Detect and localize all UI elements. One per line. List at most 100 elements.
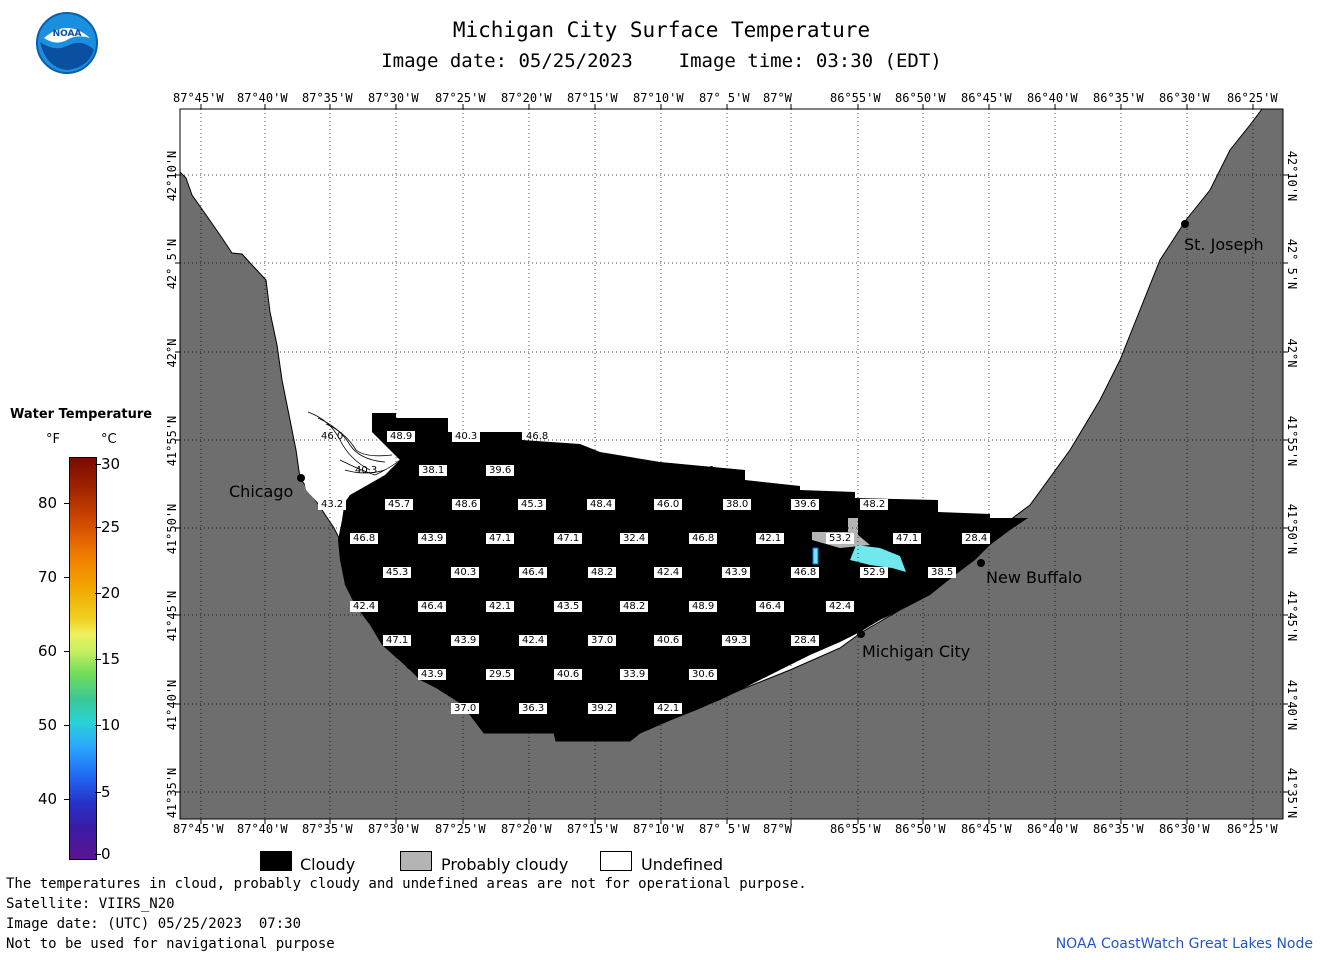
- lon-label-top: 87°15'W: [567, 91, 618, 105]
- temperature-value: 45.7: [385, 499, 414, 510]
- lon-label-bottom: 87° 5'W: [699, 822, 750, 836]
- fahrenheit-tick: 40: [38, 790, 58, 808]
- temperature-value: 37.0: [451, 703, 480, 714]
- temperature-value: 36.3: [519, 703, 548, 714]
- temperature-value: 42.4: [519, 635, 548, 646]
- temperature-value: 42.1: [486, 601, 515, 612]
- temperature-value: 49.3: [722, 635, 751, 646]
- michigan-city-marker: [857, 630, 865, 638]
- celsius-tick: 25: [101, 518, 121, 536]
- temperature-value: 39.2: [588, 703, 617, 714]
- lat-label-left: 41°50'N: [165, 503, 179, 555]
- image-time: Image time: 03:30 (EDT): [678, 50, 942, 72]
- lat-label-left: 41°35'N: [165, 767, 179, 819]
- tick-mark: [95, 854, 101, 855]
- temperature-value: 48.2: [620, 601, 649, 612]
- lon-label-bottom: 87°20'W: [501, 822, 552, 836]
- lat-label-left: 41°40'N: [165, 679, 179, 731]
- satellite-text: Satellite: VIIRS_N20: [6, 896, 175, 912]
- temperature-value: 40.3: [451, 567, 480, 578]
- lon-label-bottom: 86°25'W: [1227, 822, 1278, 836]
- new-buffalo-marker: [977, 559, 985, 567]
- lon-label-top: 87°35'W: [302, 91, 353, 105]
- lat-label-right: 41°50'N: [1285, 503, 1299, 555]
- temperature-value: 38.1: [693, 465, 716, 476]
- unit-celsius: °C: [101, 432, 117, 447]
- lon-label-top: 86°25'W: [1227, 91, 1278, 105]
- temperature-value: 46.4: [756, 601, 785, 612]
- celsius-tick: 5: [101, 783, 111, 801]
- temperature-value: 43.9: [418, 669, 447, 680]
- chicago-marker: [297, 474, 305, 482]
- tick-mark: [95, 659, 101, 660]
- temperature-value: 46.8: [689, 533, 718, 544]
- page-title: Michigan City Surface Temperature: [452, 18, 871, 42]
- temperature-value: 46.8: [350, 533, 379, 544]
- temperature-value: 48.4: [587, 499, 616, 510]
- fahrenheit-tick: 60: [38, 642, 58, 660]
- fahrenheit-tick: 50: [38, 716, 58, 734]
- lon-label-top: 87°40'W: [237, 91, 288, 105]
- temperature-value: 30.6: [689, 669, 718, 680]
- lon-label-bottom: 87°40'W: [237, 822, 288, 836]
- temperature-value: 40.6: [654, 635, 683, 646]
- temperature-value: 46.0: [321, 431, 344, 442]
- temperature-value: 32.4: [620, 533, 649, 544]
- lon-label-top: 87°W: [763, 91, 792, 105]
- city-label-chicago: Chicago: [229, 482, 294, 501]
- temperature-value: 28.4: [791, 635, 820, 646]
- lon-label-top: 86°30'W: [1159, 91, 1210, 105]
- probably-cloudy-label: Probably cloudy: [441, 855, 569, 874]
- tick-mark: [95, 593, 101, 594]
- lon-label-top: 86°40'W: [1027, 91, 1078, 105]
- unit-fahrenheit: °F: [46, 432, 60, 447]
- temperature-value: 47.1: [383, 635, 412, 646]
- lon-label-bottom: 87°45'W: [173, 822, 224, 836]
- lon-label-bottom: 87°10'W: [633, 822, 684, 836]
- lat-label-right: 41°45'N: [1285, 590, 1299, 642]
- lon-label-bottom: 86°30'W: [1159, 822, 1210, 836]
- credit-text: NOAA CoastWatch Great Lakes Node: [1055, 936, 1313, 952]
- celsius-tick: 0: [101, 845, 111, 863]
- lon-label-bottom: 86°40'W: [1027, 822, 1078, 836]
- tick-mark: [64, 651, 70, 652]
- lat-label-right: 42° 5'N: [1285, 238, 1299, 290]
- lon-label-top: 87°20'W: [501, 91, 552, 105]
- fahrenheit-tick: 80: [38, 494, 58, 512]
- lon-label-bottom: 86°45'W: [961, 822, 1012, 836]
- temperature-value: 47.1: [554, 533, 583, 544]
- disclaimer-text: The temperatures in cloud, probably clou…: [6, 876, 807, 892]
- lon-label-bottom: 87°35'W: [302, 822, 353, 836]
- tick-mark: [64, 799, 70, 800]
- temperature-value: 45.3: [518, 499, 547, 510]
- temperature-value: 48.9: [387, 431, 416, 442]
- temperature-value: 47.1: [893, 533, 922, 544]
- lon-label-top: 87°25'W: [435, 91, 486, 105]
- temperature-value: 42.4: [654, 567, 683, 578]
- lon-label-top: 86°35'W: [1093, 91, 1144, 105]
- temperature-value: 46.8: [526, 431, 549, 442]
- lon-label-bottom: 87°30'W: [368, 822, 419, 836]
- temperature-value: 46.8: [791, 567, 820, 578]
- lon-label-bottom: 87°W: [763, 822, 792, 836]
- temperature-value: 40.3: [355, 465, 378, 476]
- temperature-value: 42.4: [350, 601, 379, 612]
- celsius-tick: 15: [101, 650, 121, 668]
- temperature-value: 48.6: [452, 499, 481, 510]
- noaa-logo: NOAA: [36, 12, 98, 74]
- undefined-swatch: [600, 851, 632, 871]
- temperature-value: 42.1: [654, 703, 683, 714]
- tick-mark: [64, 503, 70, 504]
- color-scale-bar: [69, 457, 97, 860]
- utc-date-text: Image date: (UTC) 05/25/2023 07:30: [6, 916, 302, 932]
- temperature-value: 40.6: [554, 669, 583, 680]
- city-label-new-buffalo: New Buffalo: [986, 568, 1083, 587]
- lat-label-left: 41°55'N: [165, 415, 179, 467]
- tick-mark: [64, 725, 70, 726]
- cloudy-label: Cloudy: [300, 855, 356, 874]
- lon-label-top: 87°30'W: [368, 91, 419, 105]
- temperature-value: 29.5: [486, 669, 515, 680]
- lat-label-right: 41°55'N: [1285, 415, 1299, 467]
- tick-mark: [95, 725, 101, 726]
- temperature-value: 43.9: [418, 533, 447, 544]
